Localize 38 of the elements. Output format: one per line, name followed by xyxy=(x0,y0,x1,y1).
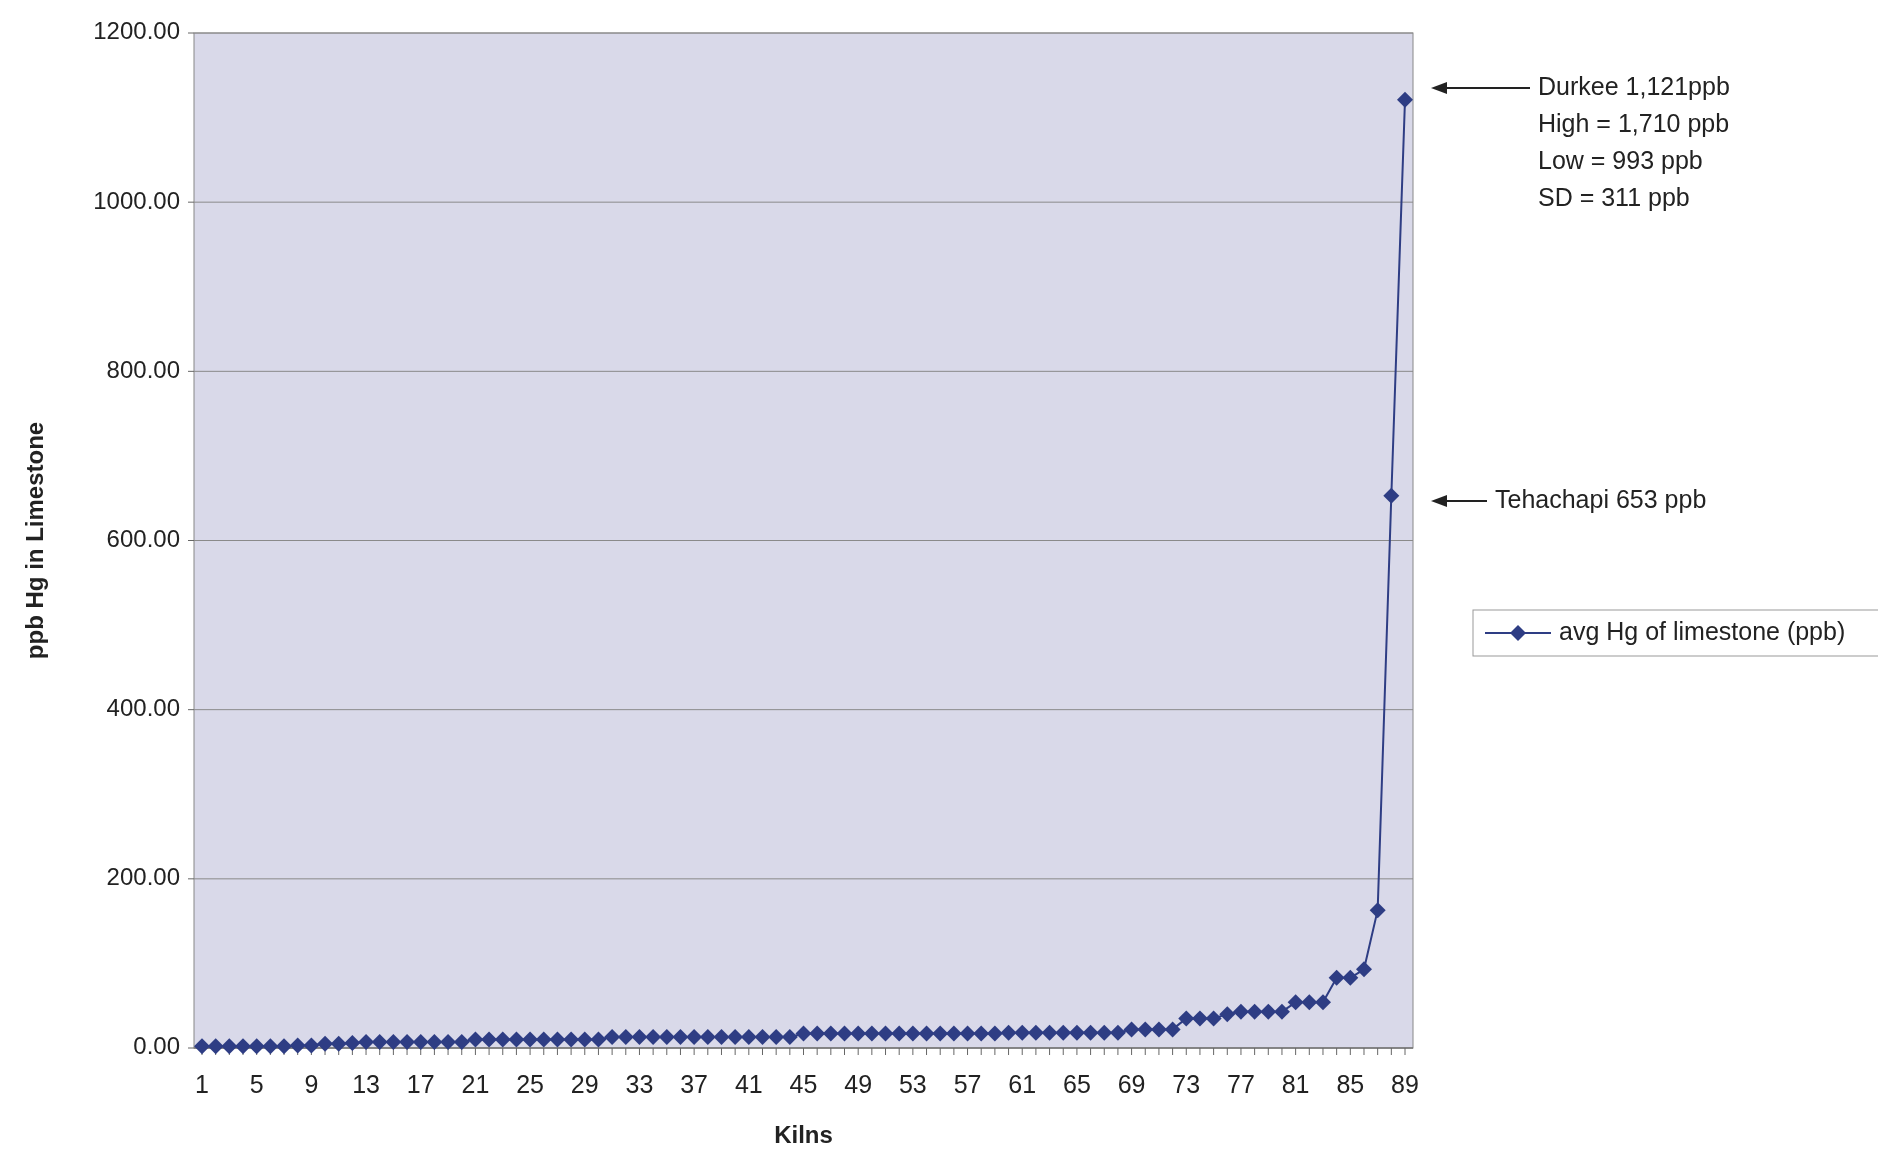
y-axis-title: ppb Hg in Limestone xyxy=(21,421,48,660)
x-tick-label: 37 xyxy=(680,1070,709,1098)
x-tick-label: 77 xyxy=(1227,1070,1255,1098)
y-tick-label: 0.00 xyxy=(133,1032,180,1060)
x-tick-label: 61 xyxy=(1008,1070,1037,1098)
x-tick-label: 65 xyxy=(1063,1070,1091,1098)
x-tick-label: 89 xyxy=(1391,1070,1419,1098)
x-tick-label: 57 xyxy=(953,1070,982,1098)
x-tick-label: 29 xyxy=(570,1070,599,1098)
x-tick-label: 17 xyxy=(406,1070,435,1098)
x-tick-label: 45 xyxy=(789,1070,818,1098)
x-tick-label: 69 xyxy=(1117,1070,1146,1098)
x-tick-label: 9 xyxy=(304,1070,319,1098)
y-tick-label: 1200.00 xyxy=(93,17,180,45)
x-tick-label: 33 xyxy=(625,1070,654,1098)
text: Durkee 1,121ppb xyxy=(1538,71,1730,100)
x-tick-label: 73 xyxy=(1172,1070,1201,1098)
text: SD = 311 ppb xyxy=(1538,182,1690,211)
x-tick-label: 25 xyxy=(516,1070,544,1098)
y-tick-label: 200.00 xyxy=(106,863,180,891)
text: Tehachapi 653 ppb xyxy=(1495,484,1707,513)
x-tick-label: 81 xyxy=(1281,1070,1310,1098)
x-tick-label: 13 xyxy=(352,1070,380,1098)
x-axis-title: Kilns xyxy=(774,1121,833,1148)
y-tick-label: 1000.00 xyxy=(93,186,180,214)
y-tick-label: 600.00 xyxy=(106,524,180,552)
legend-label: avg Hg of limestone (ppb) xyxy=(1559,616,1846,645)
text: High = 1,710 ppb xyxy=(1538,108,1730,137)
y-tick-label: 800.00 xyxy=(106,355,180,383)
x-tick-label: 85 xyxy=(1336,1070,1365,1098)
x-tick-label: 53 xyxy=(898,1070,927,1098)
y-tick-label: 400.00 xyxy=(106,694,180,722)
x-tick-label: 21 xyxy=(461,1070,490,1098)
x-tick-label: 5 xyxy=(249,1070,264,1098)
x-tick-label: 49 xyxy=(844,1070,873,1098)
x-tick-label: 41 xyxy=(734,1070,763,1098)
text: Low = 993 ppb xyxy=(1538,145,1703,174)
x-tick-label: 1 xyxy=(195,1070,209,1098)
